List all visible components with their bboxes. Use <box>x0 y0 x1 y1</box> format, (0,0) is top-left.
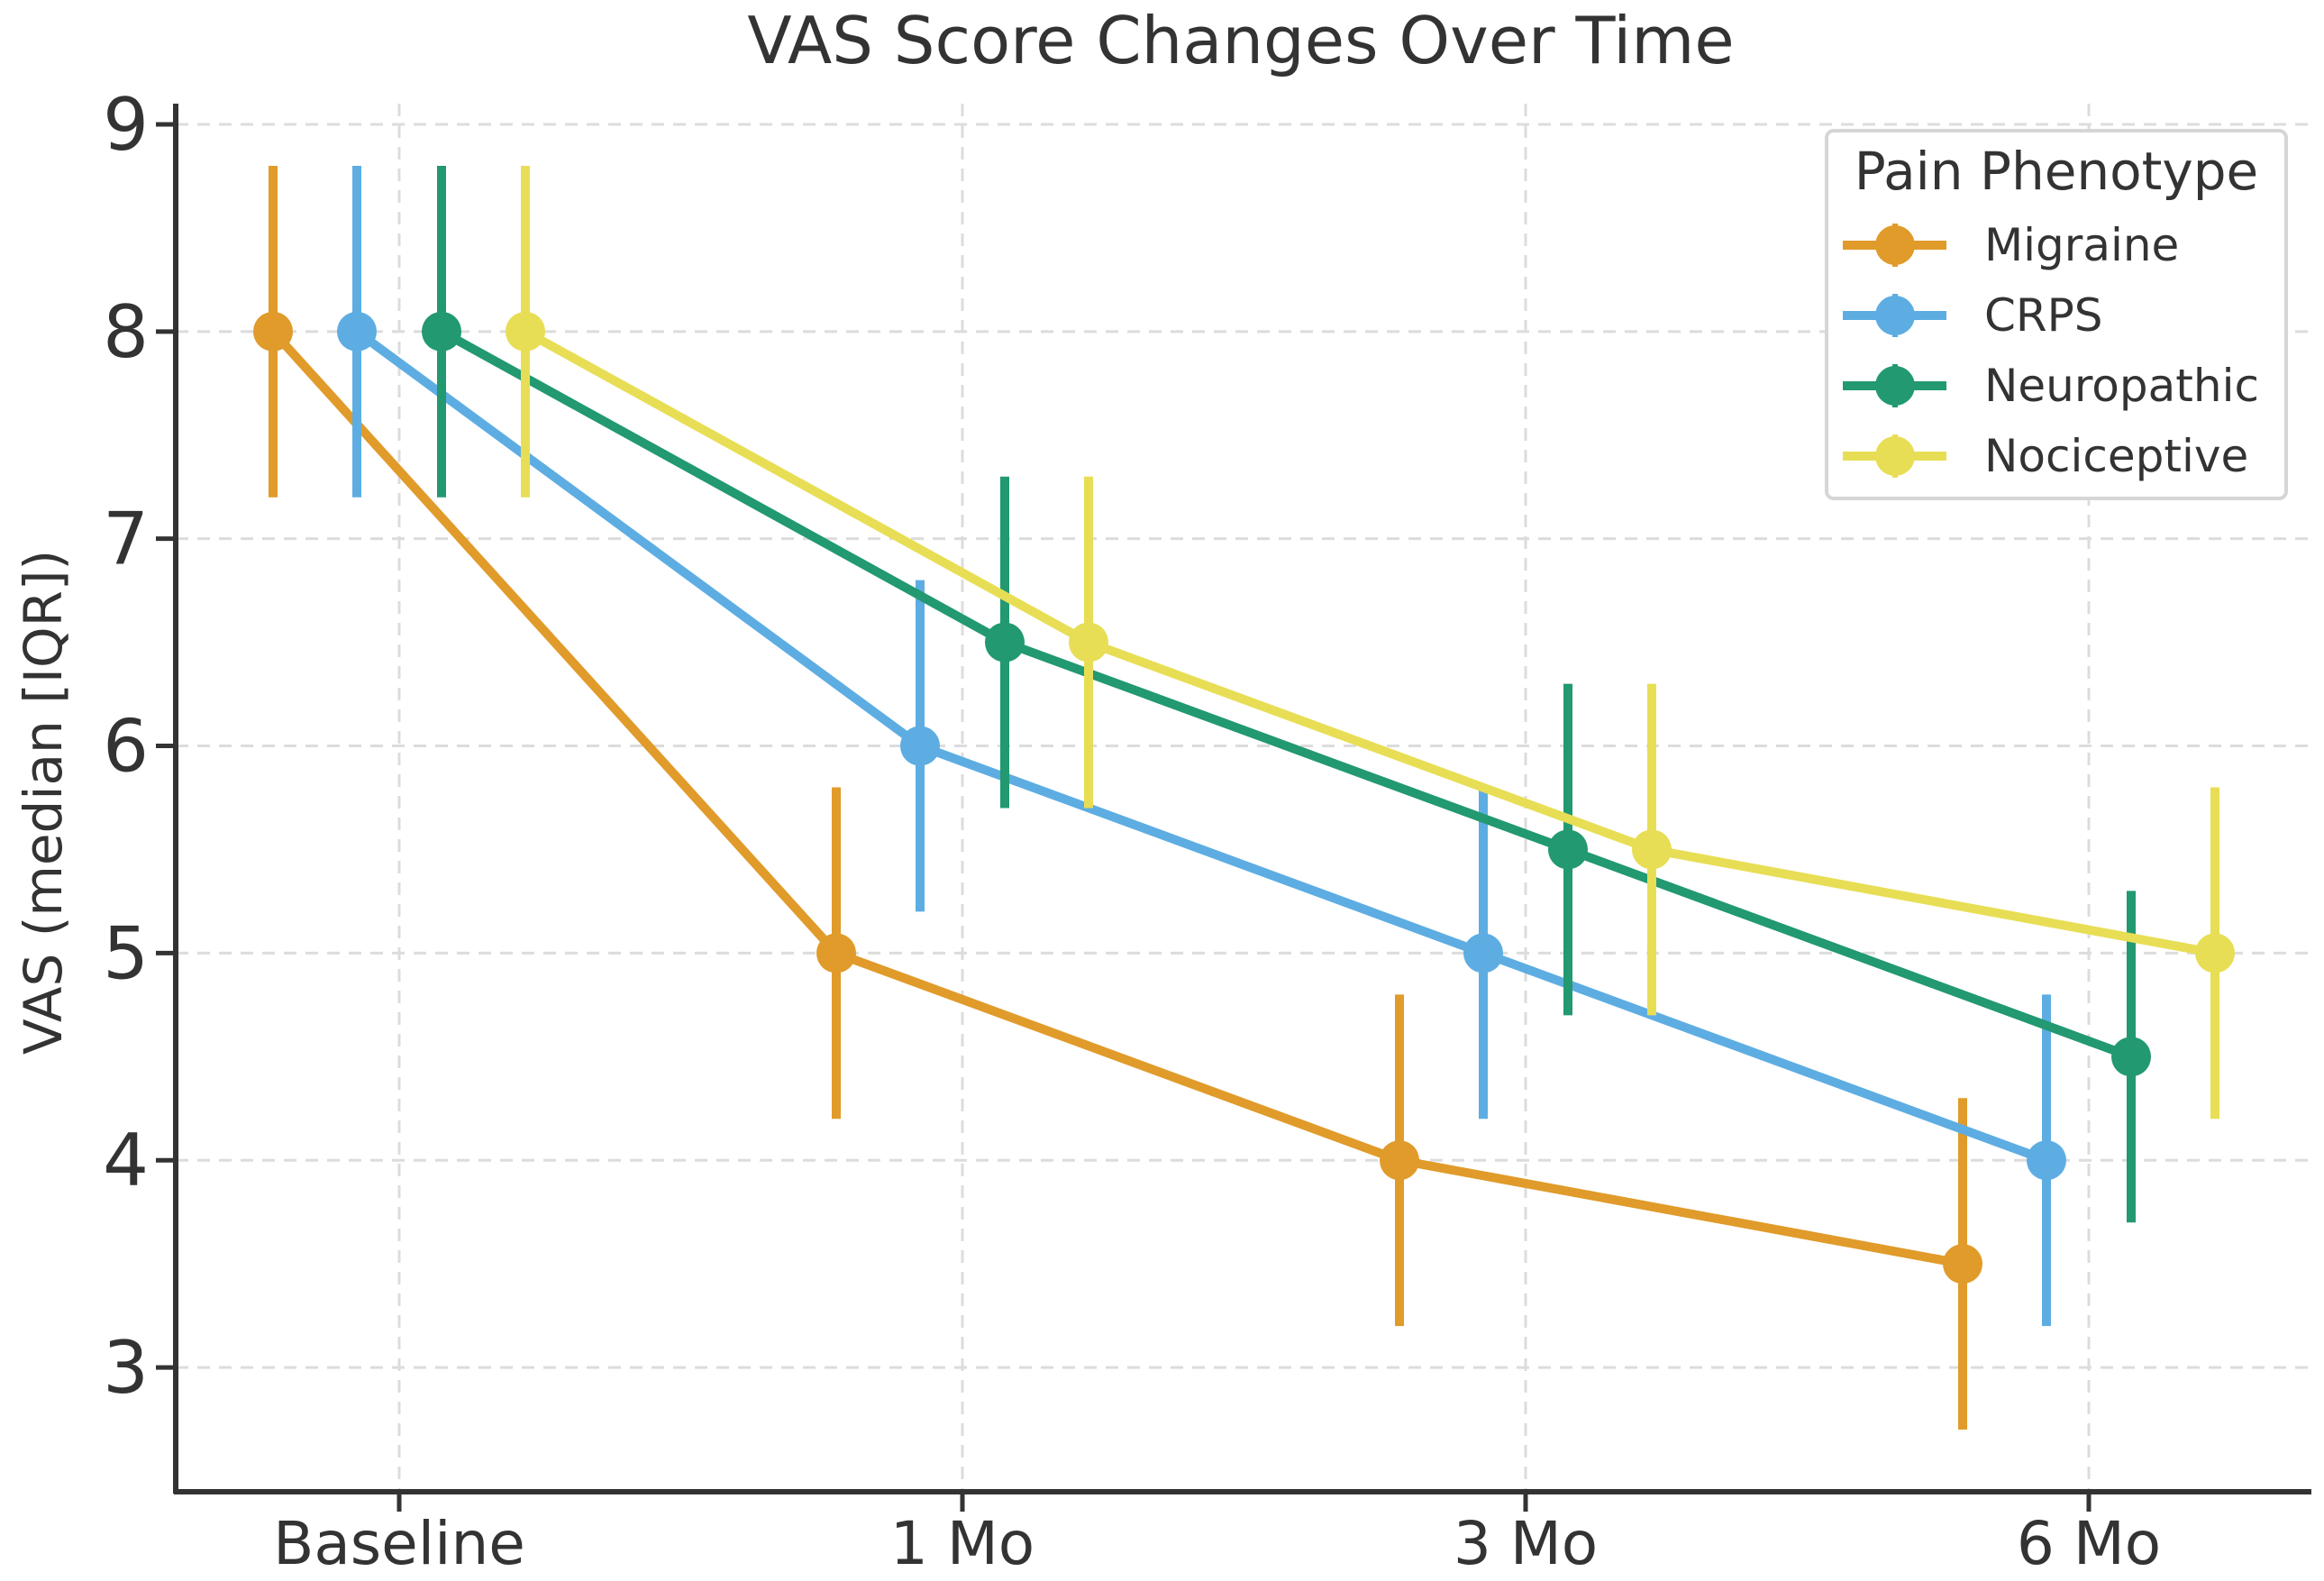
data-point <box>1943 1244 1982 1284</box>
y-tick-label: 5 <box>103 911 149 995</box>
legend-item: Neuropathic <box>1843 360 2259 412</box>
data-point <box>506 311 545 352</box>
data-point <box>2111 1037 2151 1077</box>
data-point <box>1069 622 1108 663</box>
y-tick-label: 8 <box>103 290 149 374</box>
legend-marker <box>1875 436 1915 476</box>
data-point <box>422 311 461 352</box>
legend-item: CRPS <box>1843 289 2103 342</box>
series-neuropathic <box>422 165 2151 1223</box>
y-tick-label: 3 <box>103 1326 149 1410</box>
data-point <box>1463 933 1503 973</box>
legend-label: Nociceptive <box>1984 430 2248 482</box>
x-tick-label: Baseline <box>273 1509 525 1578</box>
x-tick-label: 1 Mo <box>890 1509 1034 1578</box>
legend-items: Migraine CRPS Neuropathic Nociceptive <box>1843 219 2259 482</box>
series-line <box>269 328 1964 1269</box>
data-point <box>337 311 377 352</box>
data-point <box>1380 1140 1419 1181</box>
legend-item: Nociceptive <box>1843 430 2248 482</box>
y-tick-label: 6 <box>103 705 149 789</box>
series-line <box>523 327 2216 958</box>
legend-label: Migraine <box>1984 219 2179 271</box>
chart-title: VAS Score Changes Over Time <box>747 3 1734 78</box>
legend-item: Migraine <box>1843 219 2179 271</box>
x-tick-label: 6 Mo <box>2017 1509 2161 1578</box>
axes: 3 4 5 6 7 8 9 Baseline 1 Mo 3 Mo 6 Mo <box>103 83 2311 1578</box>
data-point <box>900 726 940 766</box>
y-tick-label: 9 <box>103 83 149 167</box>
data-point <box>985 622 1025 663</box>
legend-label: CRPS <box>1984 289 2103 342</box>
grid-lines <box>176 104 2311 1492</box>
series-layer <box>253 165 2235 1430</box>
legend-box <box>1825 129 2288 500</box>
data-point <box>2195 933 2235 973</box>
series-line <box>354 327 2048 1165</box>
data-point <box>2027 1140 2066 1181</box>
legend-title: Pain Phenotype <box>1855 141 2258 202</box>
legend-marker <box>1875 225 1915 265</box>
data-point <box>253 311 293 352</box>
y-tick-label: 4 <box>103 1119 149 1202</box>
series-line <box>439 327 2133 1062</box>
x-tick-label: 3 Mo <box>1454 1509 1598 1578</box>
legend: Pain Phenotype Migraine CRPS Neuropathic No… <box>1825 129 2288 500</box>
series-migraine <box>253 165 1982 1430</box>
data-point <box>816 933 856 973</box>
data-point <box>1632 829 1672 870</box>
legend-label: Neuropathic <box>1984 360 2259 412</box>
series-nociceptive <box>506 165 2235 1119</box>
series-crps <box>337 165 2066 1327</box>
y-tick-label: 7 <box>103 498 149 581</box>
legend-marker <box>1875 296 1915 335</box>
data-point <box>1548 829 1588 870</box>
legend-marker <box>1875 366 1915 406</box>
y-axis-label: VAS (median [IQR]) <box>13 550 74 1055</box>
